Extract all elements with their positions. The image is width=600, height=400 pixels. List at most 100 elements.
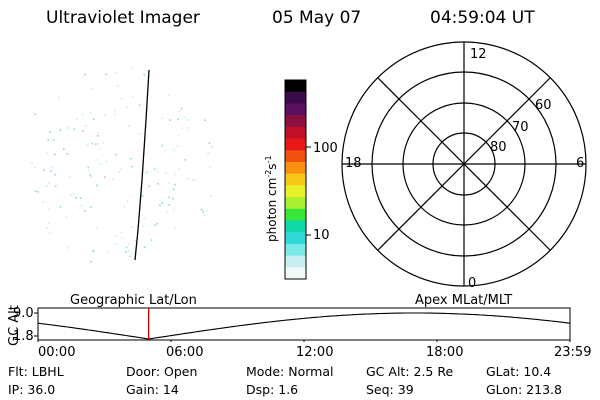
colorbar-band bbox=[285, 138, 306, 151]
emission-dot bbox=[72, 193, 75, 195]
emission-dot bbox=[54, 185, 57, 187]
ip-info: IP: 36.0 bbox=[8, 382, 56, 397]
emission-dot bbox=[96, 132, 99, 134]
emission-dot bbox=[174, 183, 176, 186]
emission-dot bbox=[48, 182, 50, 185]
emission-dot bbox=[143, 246, 146, 248]
emission-dot bbox=[80, 204, 82, 207]
emission-dot bbox=[184, 159, 187, 161]
emission-dot bbox=[143, 73, 145, 76]
emission-dot bbox=[161, 117, 163, 119]
mlt-label-0: 0 bbox=[468, 276, 477, 291]
emission-dot bbox=[66, 128, 69, 130]
emission-dot bbox=[47, 222, 50, 225]
emission-dot bbox=[168, 196, 170, 199]
emission-dot bbox=[105, 73, 108, 76]
colorbar-tick-label-10: 10 bbox=[313, 228, 330, 243]
colorbar-band bbox=[285, 150, 306, 163]
emission-dot bbox=[187, 177, 189, 180]
colorbar-band bbox=[285, 267, 306, 280]
emission-dot bbox=[209, 166, 212, 169]
emission-dot bbox=[174, 173, 176, 176]
lat-label-70: 70 bbox=[512, 120, 529, 135]
emission-dot bbox=[54, 153, 56, 156]
emission-dot bbox=[30, 162, 33, 164]
emission-dot bbox=[125, 246, 128, 249]
emission-dot bbox=[104, 114, 106, 116]
time-label: 04:59:04 UT bbox=[430, 8, 535, 28]
emission-dot bbox=[129, 255, 132, 257]
meridian-diagonal-2 bbox=[377, 77, 551, 251]
colorbar-band bbox=[285, 115, 306, 128]
emission-dot bbox=[89, 112, 92, 114]
emission-dot bbox=[131, 226, 134, 228]
emission-dot bbox=[65, 216, 67, 218]
glon-info: GLon: 213.8 bbox=[486, 382, 562, 397]
emission-dot bbox=[84, 73, 86, 76]
emission-dot bbox=[123, 206, 126, 209]
emission-dot bbox=[128, 243, 130, 246]
colorbar-tick-label-100: 100 bbox=[313, 141, 338, 156]
colorbar-band bbox=[285, 185, 306, 198]
emission-dot bbox=[194, 179, 196, 181]
orbit-timeline bbox=[34, 307, 571, 342]
colorbar-band bbox=[285, 232, 306, 245]
emission-dot bbox=[114, 109, 117, 112]
emission-dot bbox=[46, 152, 49, 155]
emission-dot bbox=[51, 166, 54, 169]
emission-dot bbox=[205, 210, 208, 212]
emission-dot bbox=[153, 168, 156, 170]
emission-dot bbox=[102, 141, 105, 144]
emission-dot bbox=[212, 146, 214, 148]
emission-dot bbox=[57, 96, 60, 99]
emission-dot bbox=[75, 197, 77, 199]
emission-dot bbox=[168, 94, 170, 96]
emission-dot bbox=[59, 206, 62, 208]
emission-dot bbox=[203, 214, 205, 216]
colorbar-band bbox=[285, 126, 306, 140]
emission-dot bbox=[202, 211, 204, 213]
emission-dot bbox=[145, 171, 148, 174]
colorbar-unit-label: photon cm-2s-1 bbox=[264, 155, 279, 242]
timeline-right-label: Apex MLat/MLT bbox=[415, 293, 513, 308]
geographic-image-panel bbox=[30, 67, 214, 263]
emission-dot bbox=[96, 184, 98, 187]
emission-dot bbox=[66, 152, 69, 155]
x-tick-0000: 00:00 bbox=[38, 345, 76, 360]
mlt-label-6: 6 bbox=[576, 156, 585, 171]
x-tick-0600: 06:00 bbox=[166, 345, 204, 360]
instrument-title: Ultraviolet Imager bbox=[46, 8, 200, 28]
emission-dot bbox=[210, 145, 212, 148]
y-tick-9: 9.0 bbox=[13, 306, 34, 321]
emission-dot bbox=[87, 166, 90, 169]
glat-info: GLat: 10.4 bbox=[486, 364, 552, 379]
emission-dot bbox=[204, 119, 206, 121]
emission-dot bbox=[142, 225, 144, 227]
gc-alt-info: GC Alt: 2.5 Re bbox=[366, 364, 454, 379]
emission-dot bbox=[169, 119, 171, 121]
emission-dot bbox=[67, 126, 69, 129]
emission-dot bbox=[114, 153, 117, 156]
emission-dot bbox=[164, 149, 167, 152]
emission-dot bbox=[53, 139, 55, 141]
colorbar-band bbox=[285, 243, 306, 257]
emission-dot bbox=[67, 247, 70, 249]
emission-dot bbox=[131, 252, 134, 254]
emission-dot bbox=[150, 239, 153, 241]
emission-dot bbox=[161, 144, 163, 147]
seq-info: Seq: 39 bbox=[366, 382, 414, 397]
emission-dot bbox=[181, 127, 184, 129]
emission-dot bbox=[115, 243, 117, 245]
emission-dot bbox=[106, 251, 109, 254]
emission-dot bbox=[126, 106, 129, 108]
mlt-label-12: 12 bbox=[470, 47, 487, 62]
emission-dot bbox=[99, 163, 101, 165]
emission-dot bbox=[112, 178, 114, 181]
date-label: 05 May 07 bbox=[272, 8, 362, 28]
emission-dot bbox=[96, 134, 99, 137]
emission-dot bbox=[139, 133, 141, 135]
emission-dot bbox=[95, 143, 97, 146]
emission-dot bbox=[113, 113, 116, 116]
emission-dot bbox=[125, 250, 127, 253]
mode-info: Mode: Normal bbox=[246, 364, 334, 379]
